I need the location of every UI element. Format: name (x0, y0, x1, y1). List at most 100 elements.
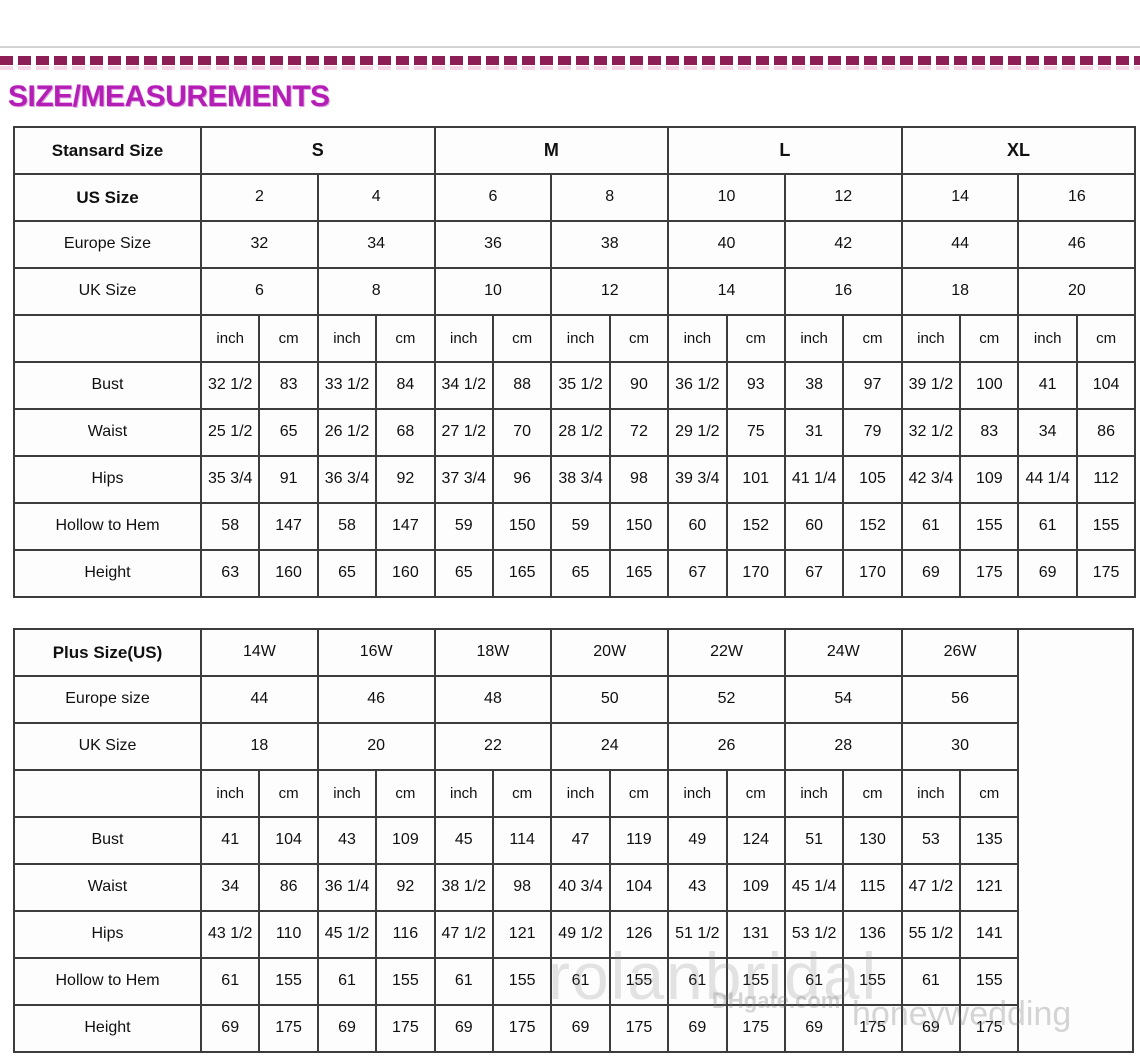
measurement-cell: 83 (258, 361, 319, 410)
size-row: US Size 2 4 6 8 10 12 14 16 (13, 173, 1137, 222)
plus-size-value-cell: 30 (900, 722, 1020, 771)
measurement-cell: 69 (433, 1004, 494, 1053)
unit-header-cell: cm (608, 314, 670, 363)
unit-header-cell: cm (842, 769, 903, 818)
measurement-cell: 61 (316, 957, 378, 1006)
measurement-cell: 97 (842, 361, 903, 410)
measurement-row: Hollow to Hem 58 147 58 147 59 150 59 150 60 152 60… (13, 502, 1137, 551)
unit-header-cell: cm (959, 314, 1020, 363)
measurement-cell: 47 (550, 816, 611, 865)
measurement-cell: 67 (667, 549, 728, 598)
measurement-cell: 126 (608, 910, 670, 959)
measurement-row: Bust 32 1/2 83 33 1/2 84 34 1/2 88 35 1/2 90 36 1… (13, 361, 1137, 410)
standard-size-table: Stansard Size S M L XL US Size 2 4 6 8 10 12 14 16 Eur… (13, 126, 1137, 598)
row-label: Hips (13, 910, 202, 959)
measurement-cell: 69 (316, 1004, 378, 1053)
plus-size-header-cell: 24W (783, 628, 903, 677)
measurement-cell: 29 1/2 (667, 408, 728, 457)
measurement-cell: 109 (725, 863, 786, 912)
measurement-cell: 109 (375, 816, 436, 865)
unit-header-cell: cm (375, 769, 436, 818)
measurement-cell: 49 (667, 816, 728, 865)
measurement-cell: 170 (725, 549, 786, 598)
measurement-row: Hips 35 3/4 91 36 3/4 92 37 3/4 96 38 3/4 98 39 3… (13, 455, 1137, 504)
size-group-header: M (433, 126, 670, 175)
measurement-cell: 88 (491, 361, 553, 410)
measurement-cell: 28 1/2 (550, 408, 611, 457)
measurement-cell: 84 (375, 361, 436, 410)
size-value-cell: 8 (316, 267, 436, 316)
measurement-cell: 175 (608, 1004, 670, 1053)
size-value-cell: 6 (200, 267, 319, 316)
unit-header-cell: cm (491, 769, 553, 818)
measurement-cell: 155 (959, 502, 1020, 551)
measurement-cell: 105 (842, 455, 903, 504)
plus-size-value-cell: 22 (433, 722, 553, 771)
unit-header-cell: inch (783, 314, 845, 363)
plus-size-value-cell: 18 (200, 722, 319, 771)
unit-header-cell: inch (667, 314, 728, 363)
plus-size-header-cell: 16W (316, 628, 436, 677)
measurement-cell: 61 (1017, 502, 1078, 551)
plus-size-row: Europe size 44 46 48 50 52 54 56 (13, 675, 1133, 724)
measurement-cell: 155 (491, 957, 553, 1006)
plus-size-header-cell: 14W (200, 628, 319, 677)
size-value-cell: 42 (783, 220, 903, 269)
measurement-cell: 86 (1075, 408, 1137, 457)
measurement-cell: 165 (608, 549, 670, 598)
plus-unit-row: inch cm inch cm inch cm inch cm inch cm inch cm inch… (13, 769, 1133, 818)
measurement-cell: 41 (1017, 361, 1078, 410)
row-label: Height (13, 1004, 202, 1053)
row-label: Height (13, 549, 202, 598)
measurement-cell: 38 (783, 361, 845, 410)
measurement-cell: 34 (1017, 408, 1078, 457)
measurement-cell: 69 (900, 1004, 962, 1053)
measurement-cell: 38 3/4 (550, 455, 611, 504)
measurement-cell: 53 (900, 816, 962, 865)
measurement-cell: 109 (959, 455, 1020, 504)
measurement-cell: 53 1/2 (783, 910, 845, 959)
unit-row-label (13, 769, 202, 818)
row-label: Bust (13, 361, 202, 410)
measurement-cell: 119 (608, 816, 670, 865)
measurement-cell: 141 (959, 910, 1020, 959)
unit-header-cell: cm (725, 314, 786, 363)
measurement-cell: 35 1/2 (550, 361, 611, 410)
measurement-cell: 100 (959, 361, 1020, 410)
measurement-cell: 55 1/2 (900, 910, 962, 959)
unit-header-cell: cm (258, 314, 319, 363)
measurement-cell: 150 (608, 502, 670, 551)
unit-header-cell: cm (1075, 314, 1137, 363)
row-label: UK Size (13, 267, 202, 316)
row-label: UK Size (13, 722, 202, 771)
size-value-cell: 36 (433, 220, 553, 269)
measurement-cell: 65 (316, 549, 378, 598)
measurement-cell: 67 (783, 549, 845, 598)
measurement-cell: 121 (959, 863, 1020, 912)
measurement-cell: 93 (725, 361, 786, 410)
size-value-cell: 34 (316, 220, 436, 269)
measurement-cell: 72 (608, 408, 670, 457)
size-value-cell: 16 (1017, 173, 1137, 222)
plus-size-header-cell: 22W (667, 628, 786, 677)
measurement-cell: 69 (199, 1004, 261, 1053)
measurement-cell: 155 (959, 957, 1020, 1006)
measurement-cell: 101 (725, 455, 786, 504)
unit-header-cell: inch (667, 769, 728, 818)
unit-header-cell: cm (258, 769, 319, 818)
measurement-cell: 136 (842, 910, 903, 959)
measurement-cell: 61 (900, 957, 962, 1006)
measurement-cell: 39 1/2 (900, 361, 962, 410)
measurement-cell: 121 (491, 910, 553, 959)
measurement-cell: 112 (1075, 455, 1137, 504)
measurement-cell: 165 (491, 549, 553, 598)
measurement-cell: 37 3/4 (433, 455, 494, 504)
measurement-cell: 70 (491, 408, 553, 457)
measurement-cell: 175 (842, 1004, 903, 1053)
measurement-cell: 155 (842, 957, 903, 1006)
measurement-cell: 51 (783, 816, 845, 865)
row-label: Hollow to Hem (13, 502, 202, 551)
plus-measurement-row: Hips 43 1/2 110 45 1/2 116 47 1/2 121 49 1/2 126… (13, 910, 1133, 959)
plus-size-row: UK Size 18 20 22 24 26 28 30 (13, 722, 1133, 771)
